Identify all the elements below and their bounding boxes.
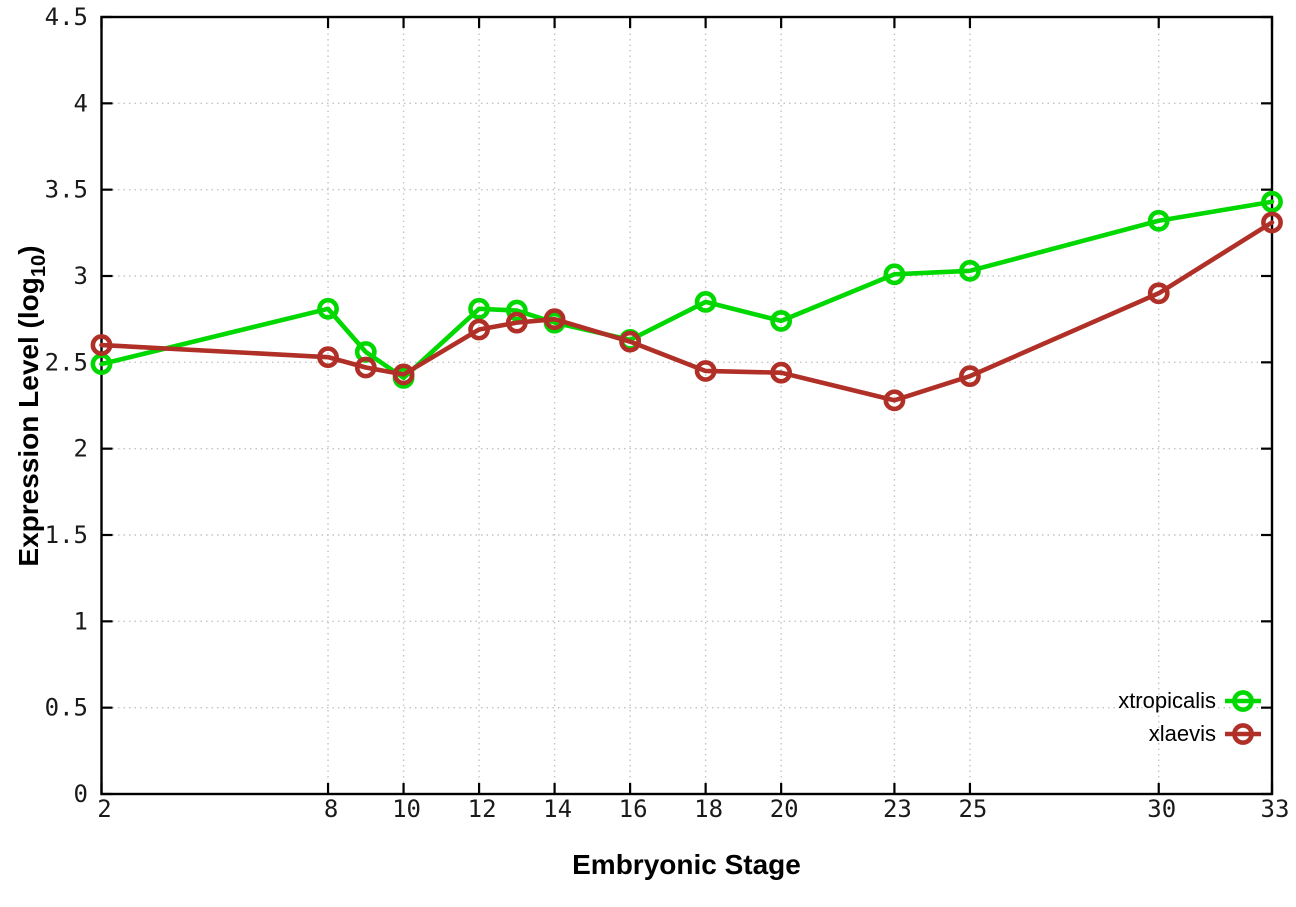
x-tick-labels: 2 8 10 12 14 16 18 20 23 25 30 33: [97, 795, 1289, 823]
legend-label-xtropicalis: xtropicalis: [1118, 688, 1216, 713]
data-point-xlaevis: [468, 318, 490, 341]
y-tick-label: 1: [74, 607, 88, 635]
data-point-xtropicalis: [1261, 190, 1283, 213]
series-xtropicalis: [90, 190, 1283, 389]
legend-item-xlaevis: xlaevis: [1149, 721, 1261, 746]
data-point-xlaevis: [317, 346, 339, 369]
x-tick-label: 25: [958, 795, 987, 823]
y-tick-label: 1.5: [45, 521, 88, 549]
data-point-xlaevis: [1261, 211, 1283, 234]
y-tick-label: 2: [74, 435, 88, 463]
tick-marks: [100, 15, 1274, 796]
legend-item-xtropicalis: xtropicalis: [1118, 688, 1261, 713]
x-tick-label: 23: [883, 795, 912, 823]
y-axis-title: Expression Level (log10): [13, 245, 51, 566]
data-point-xlaevis: [354, 356, 377, 379]
data-point-xtropicalis: [694, 290, 717, 313]
y-tick-label: 4.5: [45, 3, 88, 31]
x-tick-label: 2: [97, 795, 111, 823]
legend-label-xlaevis: xlaevis: [1149, 721, 1216, 746]
x-axis-title: Embryonic Stage: [572, 849, 801, 880]
y-tick-label: 4: [74, 89, 88, 117]
x-tick-label: 33: [1261, 795, 1290, 823]
data-point-xtropicalis: [317, 297, 339, 320]
data-point-xtropicalis: [505, 299, 528, 322]
y-tick-label: 0.5: [45, 694, 88, 722]
data-point-xtropicalis: [959, 259, 981, 282]
y-tick-label: 3: [74, 262, 88, 290]
data-point-xlaevis: [883, 389, 906, 412]
x-tick-label: 8: [324, 795, 338, 823]
data-point-xlaevis: [543, 308, 566, 331]
y-tick-label: 2.5: [45, 348, 88, 376]
legend-marker-sample: [1232, 723, 1254, 745]
data-point-xlaevis: [694, 360, 717, 382]
data-point-xlaevis: [770, 361, 793, 384]
x-tick-label: 14: [543, 795, 572, 823]
x-tick-label: 30: [1147, 795, 1176, 823]
y-axis-title-subscript: 10: [27, 254, 50, 278]
legend: xtropicalis xlaevis: [1118, 688, 1261, 746]
data-point-xtropicalis: [770, 309, 793, 332]
x-tick-label: 18: [694, 795, 723, 823]
y-axis-title-suffix: ): [13, 245, 45, 255]
x-tick-label: 20: [770, 795, 799, 823]
series-xlaevis: [90, 211, 1283, 412]
y-tick-label: 0: [74, 780, 88, 808]
plot-border: [100, 15, 1274, 796]
data-point-xlaevis: [90, 334, 113, 356]
data-point-xlaevis: [619, 330, 642, 353]
x-tick-label: 12: [468, 795, 497, 823]
y-axis-title-text: Expression Level (log: [13, 277, 45, 567]
legend-marker-sample: [1232, 690, 1254, 712]
x-tick-label: 16: [619, 795, 648, 823]
series-xtropicalis-line: [99, 199, 1275, 381]
data-point-xlaevis: [392, 363, 415, 386]
y-tick-labels: 0 0.5 1 1.5 2 2.5 3 3.5 4 4.5: [45, 3, 88, 808]
data-point-xtropicalis: [1147, 209, 1170, 232]
data-point-xtropicalis: [883, 263, 906, 286]
x-tick-label: 10: [392, 795, 421, 823]
data-point-xlaevis: [505, 311, 528, 334]
data-point-xlaevis: [1147, 282, 1170, 305]
y-tick-label: 3.5: [45, 176, 88, 204]
data-point-xlaevis: [959, 365, 981, 388]
gridlines: [100, 16, 1273, 795]
data-point-xtropicalis: [468, 297, 490, 320]
